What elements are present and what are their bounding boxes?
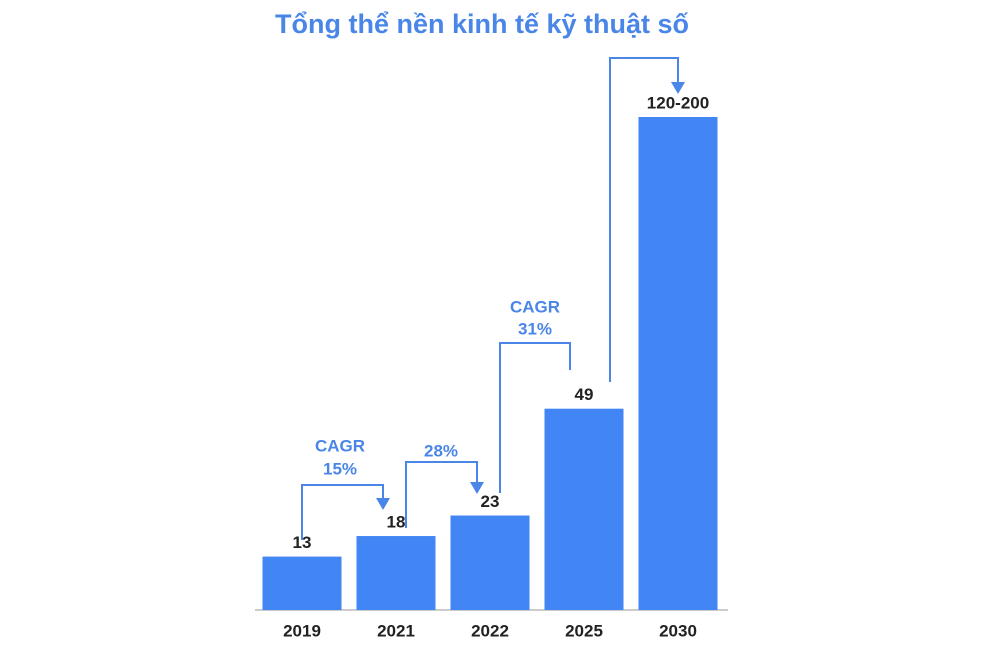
bracket-arrow: [301, 484, 384, 540]
arrow-head: [671, 82, 685, 94]
x-tick-label: 2019: [283, 621, 321, 640]
value-label: 13: [293, 533, 312, 552]
value-label: 18: [387, 513, 406, 532]
bar: [262, 556, 342, 610]
bracket-arrow: [499, 342, 571, 493]
chart-title: Tổng thể nền kinh tế kỹ thuật số: [275, 9, 689, 39]
bracket-arrow: [405, 461, 478, 528]
value-label: 120-200: [647, 93, 709, 112]
x-tick-label: 2021: [377, 621, 415, 640]
arrow-head: [376, 498, 390, 510]
arrow-head: [470, 482, 484, 494]
cagr-label: 28%: [424, 441, 458, 460]
value-label: 23: [481, 492, 500, 511]
bracket-arrow: [609, 57, 679, 382]
bar: [544, 408, 624, 610]
x-tick-label: 2025: [565, 621, 603, 640]
bar: [356, 536, 436, 610]
value-label: 49: [575, 385, 594, 404]
cagr-label: 31%: [518, 319, 552, 338]
x-tick-label: 2030: [659, 621, 697, 640]
bar: [638, 117, 718, 610]
cagr-label: 15%: [323, 459, 357, 478]
x-tick-label: 2022: [471, 621, 509, 640]
cagr-label: CAGR: [510, 297, 560, 316]
bar: [450, 515, 530, 610]
cagr-label: CAGR: [315, 436, 365, 455]
